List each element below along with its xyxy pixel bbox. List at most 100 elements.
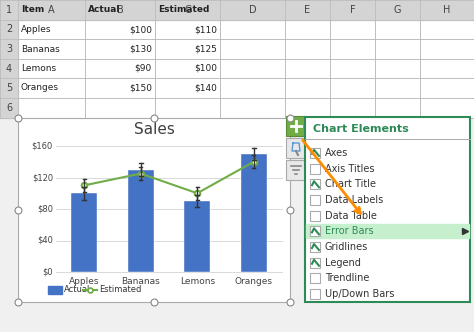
Text: Data Labels: Data Labels xyxy=(325,195,383,205)
Text: Up/Down Bars: Up/Down Bars xyxy=(325,289,394,299)
Text: H: H xyxy=(443,5,451,15)
Bar xyxy=(285,39,330,59)
Text: Lemons: Lemons xyxy=(21,64,56,73)
Bar xyxy=(375,39,420,59)
Text: Bananas: Bananas xyxy=(21,44,60,53)
Bar xyxy=(420,98,474,118)
Bar xyxy=(310,242,320,252)
Text: A: A xyxy=(48,5,55,15)
Text: $110: $110 xyxy=(194,25,217,34)
Text: $120: $120 xyxy=(32,173,53,182)
Bar xyxy=(310,148,320,158)
Text: $0: $0 xyxy=(42,268,53,277)
Text: Chart Title: Chart Title xyxy=(325,179,376,189)
Text: Actual: Actual xyxy=(64,286,91,294)
Bar xyxy=(18,39,85,59)
Bar xyxy=(220,78,285,98)
Text: $40: $40 xyxy=(37,236,53,245)
Text: 2: 2 xyxy=(6,25,12,35)
Text: Item: Item xyxy=(21,6,44,15)
Text: 1: 1 xyxy=(6,5,12,15)
Text: $80: $80 xyxy=(37,205,53,213)
Bar xyxy=(306,223,469,238)
Bar xyxy=(155,78,220,98)
Bar xyxy=(48,286,62,294)
Bar xyxy=(310,274,320,284)
Bar xyxy=(330,39,375,59)
Bar xyxy=(310,226,320,236)
Text: Estimated: Estimated xyxy=(158,6,210,15)
Bar xyxy=(155,0,220,20)
Bar xyxy=(18,118,290,302)
Bar xyxy=(286,160,306,180)
Text: 6: 6 xyxy=(6,103,12,113)
Text: $100: $100 xyxy=(194,64,217,73)
Bar xyxy=(85,59,155,78)
Text: Bananas: Bananas xyxy=(121,277,160,286)
Bar xyxy=(420,39,474,59)
Bar xyxy=(220,0,285,20)
Text: $160: $160 xyxy=(32,141,53,150)
Bar xyxy=(220,39,285,59)
Text: Actual: Actual xyxy=(88,6,120,15)
Bar xyxy=(18,0,85,20)
Text: Oranges: Oranges xyxy=(21,84,59,93)
Bar xyxy=(0,20,18,39)
Text: Trendline: Trendline xyxy=(325,274,369,284)
Bar xyxy=(184,201,210,272)
Bar xyxy=(310,195,320,205)
Bar xyxy=(420,0,474,20)
Bar xyxy=(310,210,320,221)
Bar xyxy=(0,0,18,20)
Text: Oranges: Oranges xyxy=(235,277,273,286)
Bar xyxy=(285,98,330,118)
Bar xyxy=(285,20,330,39)
Bar xyxy=(155,20,220,39)
Text: Apples: Apples xyxy=(21,25,52,34)
Bar xyxy=(128,170,154,272)
Bar xyxy=(85,39,155,59)
Text: C: C xyxy=(184,5,191,15)
Bar xyxy=(220,59,285,78)
Bar xyxy=(18,98,85,118)
Text: $130: $130 xyxy=(129,44,152,53)
Text: E: E xyxy=(304,5,310,15)
Text: $90: $90 xyxy=(135,64,152,73)
Text: Legend: Legend xyxy=(325,258,361,268)
Text: Sales: Sales xyxy=(134,123,174,137)
Text: 5: 5 xyxy=(6,83,12,93)
Text: B: B xyxy=(117,5,123,15)
Bar xyxy=(375,20,420,39)
Bar xyxy=(85,78,155,98)
Bar xyxy=(330,78,375,98)
Text: Lemons: Lemons xyxy=(180,277,215,286)
Bar xyxy=(85,98,155,118)
Bar xyxy=(310,258,320,268)
Bar xyxy=(310,289,320,299)
Bar xyxy=(18,78,85,98)
Text: G: G xyxy=(394,5,401,15)
Bar xyxy=(310,179,320,189)
Bar xyxy=(155,98,220,118)
Bar xyxy=(0,78,18,98)
Bar xyxy=(375,98,420,118)
Bar xyxy=(286,116,306,136)
Bar xyxy=(0,59,18,78)
Bar xyxy=(375,78,420,98)
Bar xyxy=(220,98,285,118)
Text: D: D xyxy=(249,5,256,15)
Text: $125: $125 xyxy=(194,44,217,53)
Bar xyxy=(420,78,474,98)
Bar xyxy=(0,39,18,59)
Text: Axis Titles: Axis Titles xyxy=(325,164,374,174)
Text: Gridlines: Gridlines xyxy=(325,242,368,252)
Bar xyxy=(310,164,320,174)
Bar xyxy=(85,20,155,39)
Text: Data Table: Data Table xyxy=(325,210,377,221)
Text: F: F xyxy=(350,5,356,15)
Bar xyxy=(241,154,266,272)
Bar xyxy=(330,98,375,118)
Bar xyxy=(375,59,420,78)
Bar xyxy=(330,0,375,20)
Bar xyxy=(285,59,330,78)
